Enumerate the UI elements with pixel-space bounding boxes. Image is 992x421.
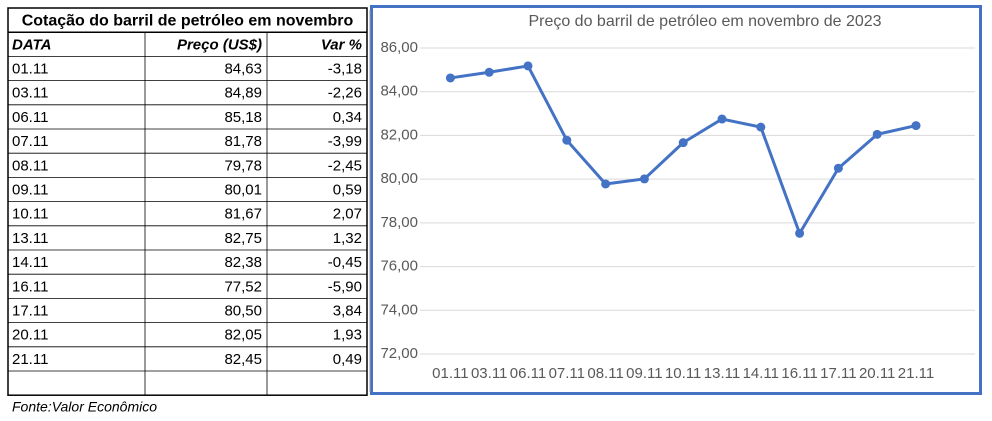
table-cell: -3,18 (328, 60, 362, 77)
table-header: Var % (321, 36, 362, 53)
table-title: Cotação do barril de petróleo em novembr… (22, 12, 354, 29)
table-cell: 0,49 (333, 351, 362, 368)
table-cell: 01.11 (12, 60, 48, 77)
table-cell: 14.11 (12, 254, 48, 271)
marker (639, 174, 649, 184)
y-tick-label: 72,00 (380, 345, 418, 362)
table-cell: 80,50 (224, 302, 262, 319)
table-header: DATA (12, 36, 51, 53)
x-tick-label: 08.11 (587, 365, 623, 382)
table-cell: 84,63 (224, 60, 262, 77)
y-tick-label: 74,00 (380, 301, 418, 318)
marker (484, 67, 494, 77)
chart-title: Preço do barril de petróleo em novembro … (528, 13, 881, 30)
y-tick-label: 78,00 (380, 214, 418, 231)
table-cell: 82,75 (224, 230, 262, 247)
x-tick-label: 13.11 (704, 365, 740, 382)
table-cell: 1,93 (333, 327, 362, 344)
table-cell: 07.11 (12, 133, 48, 150)
table-cell: 03.11 (12, 85, 48, 102)
table-cell: -2,26 (328, 85, 362, 102)
marker (601, 179, 611, 189)
table-cell: -0,45 (328, 254, 362, 271)
table-cell: 84,89 (224, 85, 262, 102)
table-cell: 10.11 (12, 206, 48, 223)
table-cell: 21.11 (12, 351, 48, 368)
table-cell: 08.11 (12, 157, 48, 174)
table-cell: 82,05 (224, 327, 262, 344)
y-tick-label: 86,00 (380, 39, 418, 56)
table-cell: 16.11 (12, 278, 48, 295)
table-cell: 20.11 (12, 327, 48, 344)
table-cell: 81,78 (224, 133, 262, 150)
marker (833, 163, 843, 173)
marker (678, 138, 688, 148)
marker (717, 114, 727, 124)
table-header: Preço (US$) (177, 36, 262, 53)
table-cell: 80,01 (224, 181, 262, 198)
table-cell: -3,99 (328, 133, 362, 150)
x-tick-label: 21.11 (898, 365, 934, 382)
table-cell: -5,90 (328, 278, 362, 295)
table-cell: 06.11 (12, 109, 48, 126)
x-tick-label: 03.11 (471, 365, 507, 382)
x-tick-label: 07.11 (549, 365, 585, 382)
table-cell: -2,45 (328, 157, 362, 174)
y-tick-label: 84,00 (380, 83, 418, 100)
y-tick-label: 80,00 (380, 170, 418, 187)
source: Fonte:Valor Econômico (12, 399, 157, 415)
y-tick-label: 76,00 (380, 258, 418, 275)
marker (523, 61, 533, 71)
table-cell: 85,18 (224, 109, 262, 126)
table-cell: 77,52 (224, 278, 262, 295)
table-cell: 0,34 (333, 109, 362, 126)
table-cell: 3,84 (333, 302, 362, 319)
table-cell: 2,07 (333, 206, 362, 223)
table-cell: 17.11 (12, 302, 48, 319)
x-tick-label: 14.11 (743, 365, 779, 382)
marker (562, 135, 572, 145)
table-cell: 82,45 (224, 351, 262, 368)
table-cell: 81,67 (224, 206, 262, 223)
chart-frame (370, 5, 982, 395)
x-tick-label: 10.11 (665, 365, 701, 382)
marker (795, 228, 805, 238)
marker (911, 121, 921, 131)
x-tick-label: 20.11 (859, 365, 895, 382)
marker (445, 73, 455, 83)
table-cell: 82,38 (224, 254, 262, 271)
marker (872, 129, 882, 139)
x-tick-label: 09.11 (626, 365, 662, 382)
x-tick-label: 01.11 (432, 365, 468, 382)
marker (756, 122, 766, 132)
table-cell: 09.11 (12, 181, 48, 198)
x-tick-label: 06.11 (510, 365, 546, 382)
table-cell: 0,59 (333, 181, 362, 198)
y-tick-label: 82,00 (380, 126, 418, 143)
x-tick-label: 17.11 (820, 365, 856, 382)
table-cell: 79,78 (224, 157, 262, 174)
table-cell: 1,32 (333, 230, 362, 247)
x-tick-label: 16.11 (781, 365, 817, 382)
table-cell: 13.11 (12, 230, 48, 247)
